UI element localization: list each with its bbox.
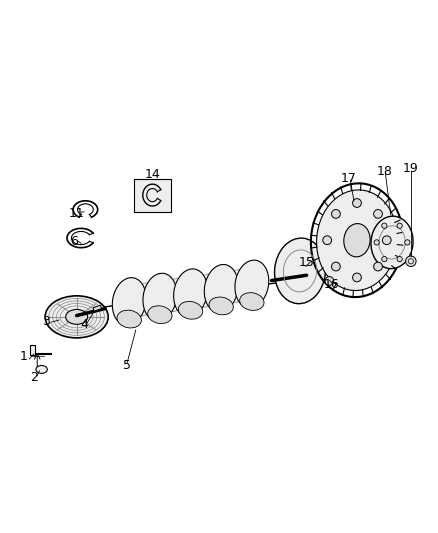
- Ellipse shape: [371, 216, 413, 269]
- Text: 16: 16: [324, 278, 340, 290]
- Text: 18: 18: [377, 165, 392, 177]
- Text: 14: 14: [145, 168, 160, 181]
- Text: 4: 4: [80, 318, 88, 331]
- Circle shape: [382, 223, 387, 228]
- Ellipse shape: [209, 297, 233, 315]
- Ellipse shape: [117, 310, 141, 328]
- Text: 5: 5: [123, 359, 131, 372]
- Ellipse shape: [204, 264, 238, 312]
- Circle shape: [353, 199, 361, 207]
- Circle shape: [406, 256, 416, 266]
- Text: 17: 17: [340, 172, 356, 185]
- Circle shape: [397, 223, 402, 228]
- Text: 19: 19: [403, 163, 419, 175]
- Ellipse shape: [143, 273, 177, 321]
- Ellipse shape: [344, 224, 370, 257]
- Ellipse shape: [173, 269, 208, 317]
- Circle shape: [405, 240, 410, 245]
- Ellipse shape: [45, 296, 108, 338]
- Ellipse shape: [148, 306, 172, 324]
- Circle shape: [397, 256, 402, 262]
- Text: 1: 1: [20, 350, 28, 363]
- Text: 11: 11: [69, 207, 85, 221]
- Ellipse shape: [66, 310, 88, 324]
- Ellipse shape: [275, 238, 325, 304]
- Circle shape: [353, 273, 361, 282]
- Circle shape: [374, 262, 382, 271]
- Bar: [134, 179, 171, 212]
- Text: 3: 3: [42, 315, 50, 328]
- Ellipse shape: [178, 302, 203, 319]
- Circle shape: [381, 256, 387, 262]
- Text: 2: 2: [30, 371, 38, 384]
- Circle shape: [374, 209, 382, 219]
- Ellipse shape: [240, 293, 264, 310]
- Text: 15: 15: [299, 256, 314, 270]
- Ellipse shape: [36, 366, 47, 374]
- Circle shape: [374, 240, 379, 245]
- Circle shape: [332, 262, 340, 271]
- Circle shape: [325, 277, 334, 285]
- Circle shape: [382, 236, 391, 245]
- Text: 6: 6: [70, 236, 78, 248]
- Ellipse shape: [235, 260, 269, 308]
- Bar: [93, 305, 102, 311]
- Ellipse shape: [112, 278, 146, 326]
- Bar: [30, 345, 35, 355]
- Circle shape: [323, 236, 332, 245]
- Ellipse shape: [317, 190, 397, 290]
- Circle shape: [332, 209, 340, 219]
